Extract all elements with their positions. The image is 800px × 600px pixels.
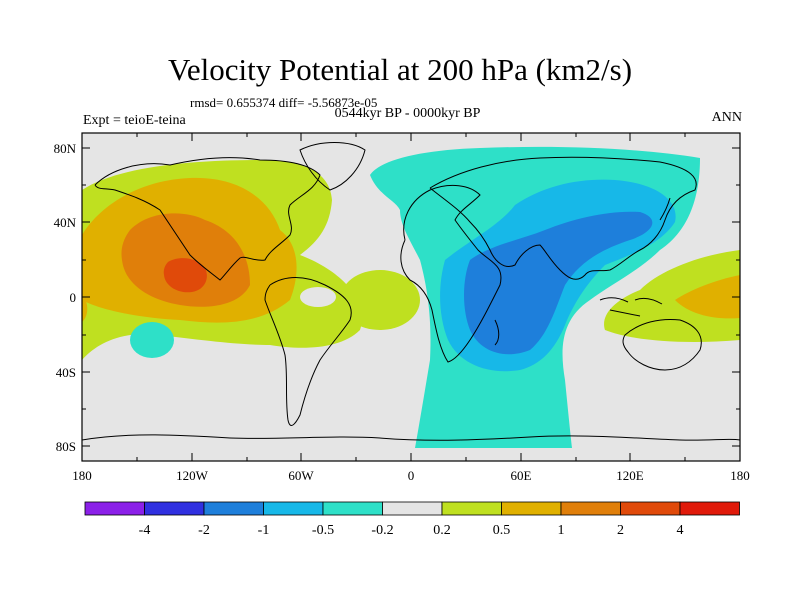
colorbar-label: -2 [198, 523, 210, 538]
lat-label: 40N [54, 215, 77, 230]
stats-line: rmsd= 0.655374 diff= -5.56873e-05 [190, 95, 378, 110]
colorbar-label: -4 [139, 523, 151, 538]
colorbar-label: 1 [558, 523, 565, 538]
colorbar-label: 2 [617, 523, 624, 538]
lon-label: 120W [176, 468, 209, 483]
map-field [82, 133, 740, 461]
coast-europe-africa [400, 184, 502, 363]
positive-region-west [82, 295, 88, 322]
lat-label: 40S [56, 365, 76, 380]
lon-label: 60E [511, 468, 532, 483]
colorbar-swatch [679, 501, 740, 516]
colorbar-swatch [560, 501, 621, 516]
colorbar-label: 4 [677, 523, 684, 538]
coast-madagascar [494, 319, 500, 346]
colorbar-label: -1 [258, 523, 270, 538]
colorbar-labels: -4 -2 -1 -0.5 -0.2 0.2 0.5 1 2 4 [139, 523, 684, 538]
colorbar-label: -0.2 [371, 523, 393, 538]
season-label: ANN [711, 110, 742, 125]
colorbar-label: 0.5 [493, 523, 511, 538]
colorbar-swatch [441, 501, 502, 516]
lon-labels: 180 120W 60W 0 60E 120E 180 [72, 468, 750, 483]
colorbar-swatch [620, 501, 681, 516]
coast-north-america [94, 157, 321, 281]
colorbar-label: -0.5 [312, 523, 334, 538]
lon-label: 60W [288, 468, 314, 483]
negative-core [464, 211, 653, 355]
lon-ticks [136, 133, 686, 461]
colorbar-swatch [84, 501, 145, 516]
positive-blob-atlantic [340, 270, 420, 330]
colorbar-swatch [203, 501, 264, 516]
lat-label: 80N [54, 141, 77, 156]
positive-region-east-2 [675, 275, 740, 319]
lon-label: 120E [616, 468, 644, 483]
coast-greenland [299, 142, 366, 191]
colorbar-swatch [263, 501, 324, 516]
colorbar [84, 501, 740, 516]
colorbar-label: 0.2 [433, 523, 451, 538]
lat-label: 80S [56, 439, 76, 454]
lat-labels: 80N 40N 0 40S 80S [54, 141, 77, 454]
colorbar-swatch [322, 501, 383, 516]
colorbar-swatch [144, 501, 205, 516]
experiment-label: Expt = teioE-teina [83, 113, 186, 128]
neutral-blob-amazon [300, 287, 336, 307]
lon-label: 180 [72, 468, 92, 483]
colorbar-swatch [501, 501, 562, 516]
lon-label: 0 [408, 468, 415, 483]
positive-region-east [604, 250, 740, 342]
coast-japan [659, 197, 671, 221]
coastlines [82, 142, 740, 441]
colorbar-swatch [382, 501, 443, 516]
lat-label: 0 [70, 290, 77, 305]
coast-antarctica [82, 434, 740, 441]
coast-australia [622, 319, 702, 371]
chart-title: Velocity Potential at 200 hPa (km2/s) [167, 52, 633, 87]
positive-core [163, 258, 207, 293]
lon-label: 180 [730, 468, 750, 483]
lat-ticks [82, 147, 740, 447]
negative-blob-pacific [130, 322, 174, 358]
coast-south-america [264, 277, 352, 426]
coast-indonesia [599, 297, 663, 317]
coast-asia [429, 156, 697, 280]
period-label: 0544kyr BP - 0000kyr BP [334, 106, 481, 121]
